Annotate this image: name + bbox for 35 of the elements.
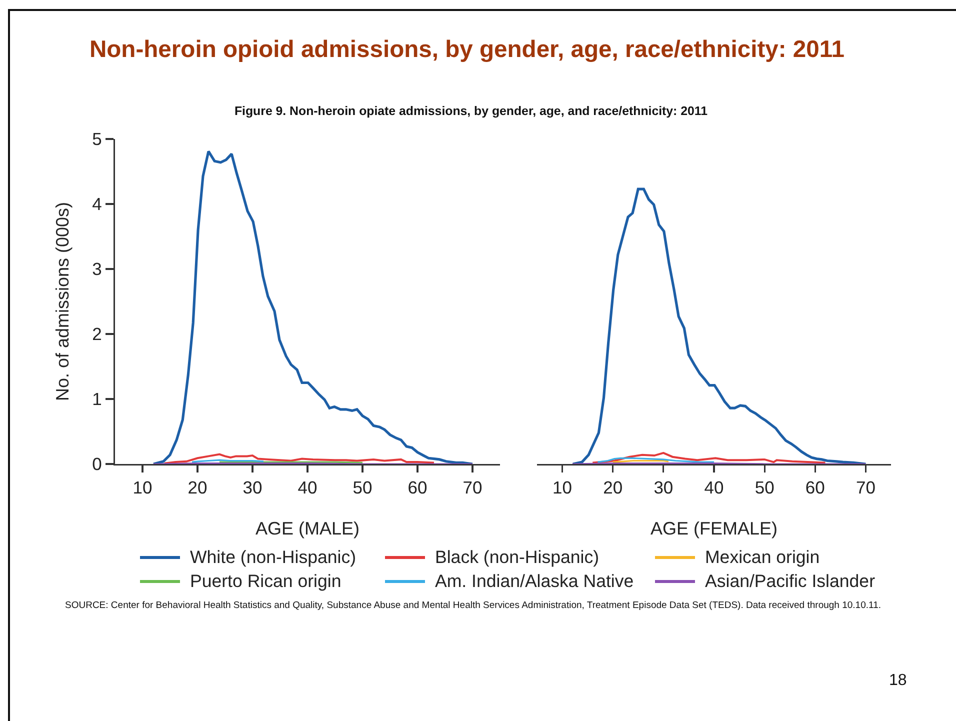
y-tick-label: 4 xyxy=(92,194,102,214)
x-tick-label: 20 xyxy=(188,478,208,498)
line-series xyxy=(164,453,435,464)
x-tick-label: 70 xyxy=(856,478,876,498)
x-tick-label: 20 xyxy=(603,478,623,498)
x-tick-label: 10 xyxy=(132,478,152,498)
chart-subtitle: Figure 9. Non-heroin opiate admissions, by gender, age, and race/ethnicity: 2011 xyxy=(233,103,709,119)
x-tick-label: 60 xyxy=(805,478,826,498)
chart-title: Non-heroin opioid admissions, by gender, age, race/ethnicity: 2011 xyxy=(88,36,846,64)
y-tick-label: 2 xyxy=(92,324,102,344)
y-tick-label: 1 xyxy=(92,389,102,410)
y-tick-label: 3 xyxy=(92,259,102,280)
x-tick-label: 70 xyxy=(462,478,482,498)
legend-label: Mexican origin xyxy=(705,546,820,568)
text: 18 xyxy=(889,671,907,691)
y-tick-label: 0 xyxy=(92,454,102,474)
x-tick-label: 40 xyxy=(298,478,318,498)
x-axis-title: AGE (FEMALE) xyxy=(650,518,778,538)
legend-label: White (non-Hispanic) xyxy=(190,546,356,568)
legend-label: Am. Indian/Alaska Native xyxy=(435,570,634,592)
y-axis-title: No. of admissions (000s) xyxy=(52,202,73,402)
x-tick-label: 50 xyxy=(754,478,775,498)
y-tick-label: 5 xyxy=(92,129,102,150)
source-note: SOURCE: Center for Behavioral Health Statistics and Quality, Substance Abuse and Mental Health Services Administration, Treatment Episode Data Set (TEDS). Data received through 10.10.11. xyxy=(65,600,882,612)
x-tick-label: 40 xyxy=(704,478,724,498)
legend-label: Puerto Rican origin xyxy=(190,570,342,592)
x-tick-label: 30 xyxy=(654,478,674,498)
line-series xyxy=(152,150,474,464)
x-tick-label: 50 xyxy=(352,478,372,498)
x-tick-label: 60 xyxy=(408,478,428,498)
legend-label: Asian/Pacific Islander xyxy=(705,570,875,592)
x-tick-label: 30 xyxy=(242,478,262,498)
x-axis-title: AGE (MALE) xyxy=(255,518,360,538)
x-tick-label: 10 xyxy=(552,478,572,498)
legend-label: Black (non-Hispanic) xyxy=(435,546,600,568)
